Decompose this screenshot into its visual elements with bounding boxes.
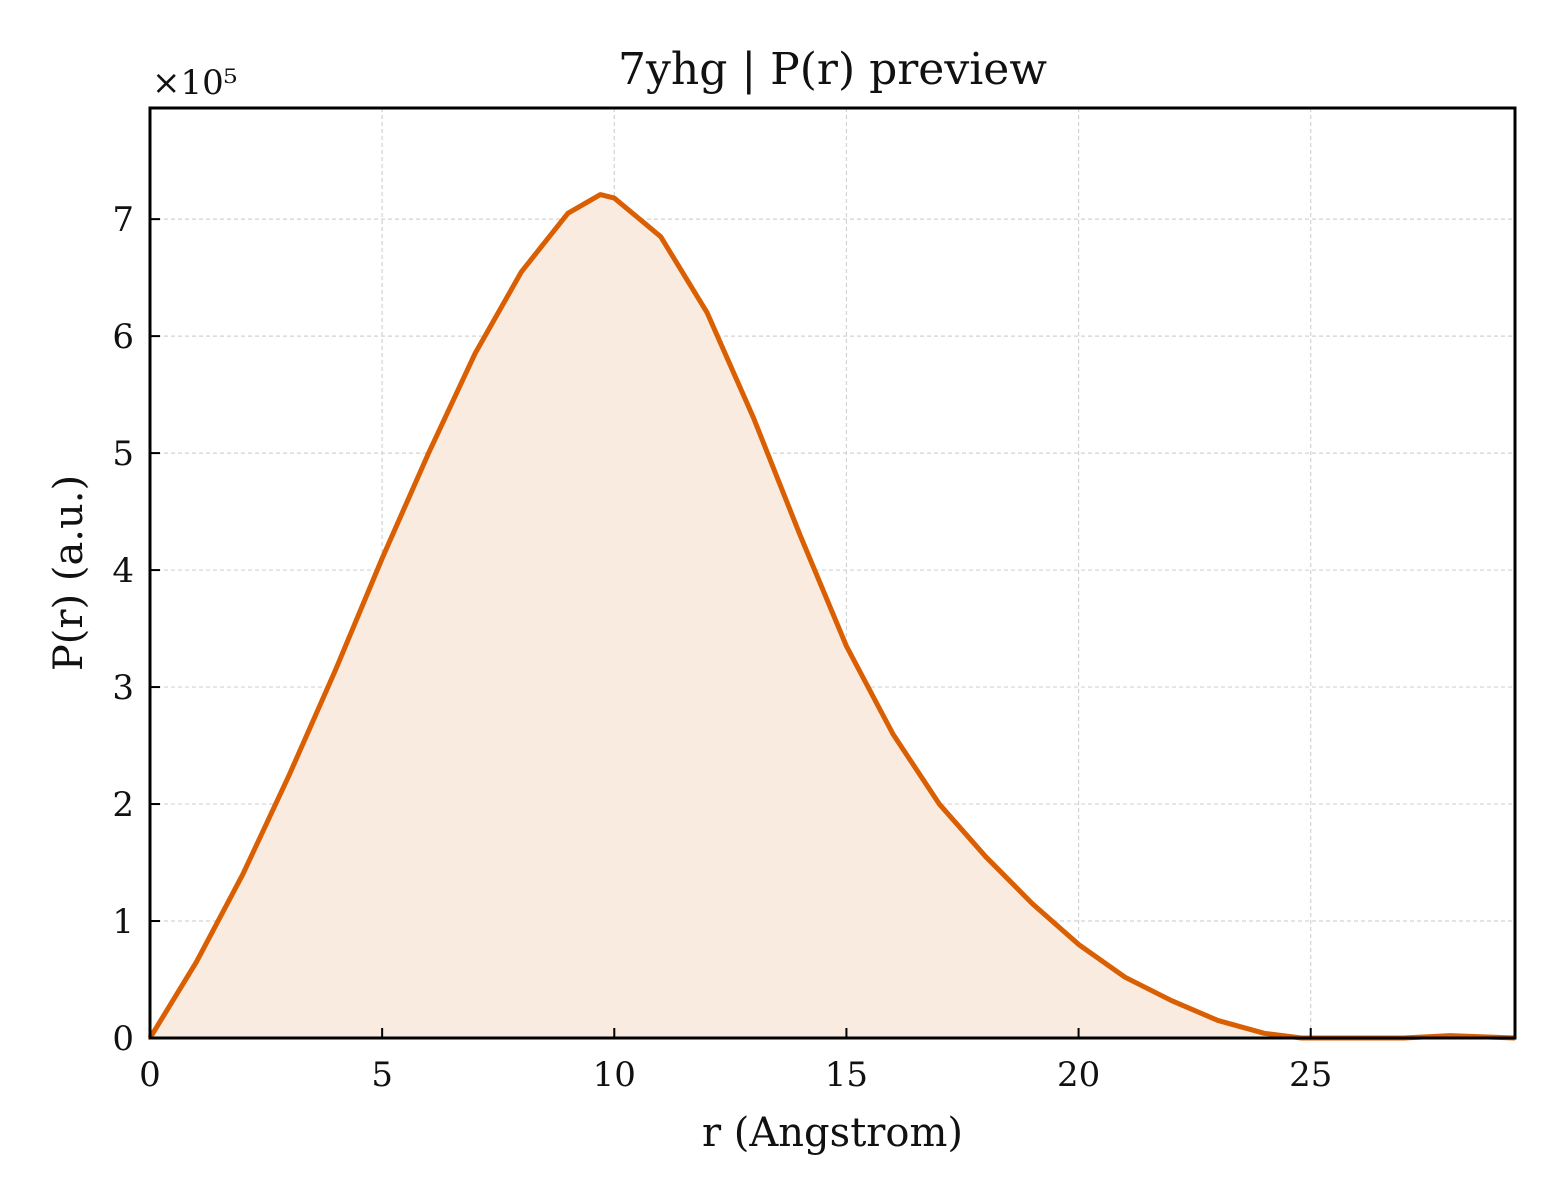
y-tick-label: 7 [112,200,134,240]
ticks: 0 5 10 15 20 25 0 1 2 3 4 5 6 7 [112,200,1332,1095]
y-tick-label: 6 [112,317,134,357]
y-tick-label: 0 [112,1019,134,1059]
y-axis-multiplier: ×10⁵ [152,63,237,103]
x-tick-label: 10 [593,1055,636,1095]
y-tick-label: 4 [112,551,134,591]
y-tick-label: 2 [112,785,134,825]
x-tick-label: 5 [371,1055,393,1095]
y-tick-label: 1 [112,902,134,942]
x-tick-label: 0 [139,1055,161,1095]
plot-frame [148,106,1517,1040]
chart-title: 7yhg | P(r) preview [618,44,1047,95]
x-tick-label: 20 [1057,1055,1100,1095]
y-tick-label: 5 [112,434,134,474]
x-tick-label: 15 [825,1055,868,1095]
y-tick-label: 3 [112,668,134,708]
y-axis-label: P(r) (a.u.) [46,475,92,671]
x-tick-label: 25 [1289,1055,1332,1095]
x-axis-label: r (Angstrom) [702,1110,963,1156]
